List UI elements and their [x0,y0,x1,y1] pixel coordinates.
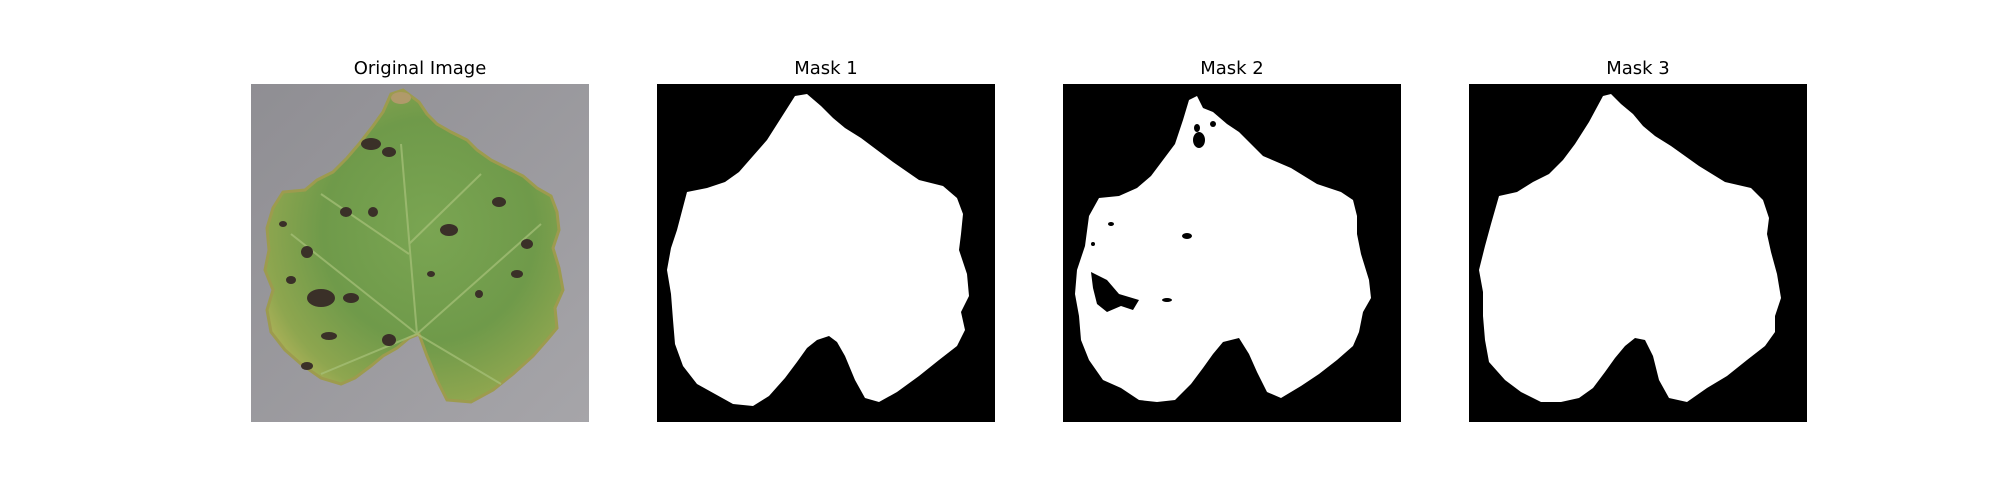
mask-2-image [1063,84,1401,422]
panel-title-mask-2: Mask 2 [1200,58,1264,79]
leaf-spots [279,138,533,370]
mask-3-svg [1469,84,1807,422]
mask-1-svg [657,84,995,422]
panel-title-original: Original Image [353,58,487,79]
leaf-photo [251,84,589,422]
leaf-tip [391,92,411,104]
panel-title-mask-1: Mask 1 [794,58,858,79]
panel-title-mask-3: Mask 3 [1606,58,1670,79]
leaf-body [263,88,565,404]
mask-1-leaf [667,94,969,406]
mask-3-leaf [1479,94,1781,402]
original-image [251,84,589,422]
mask-3-image [1469,84,1807,422]
mask-1-image [657,84,995,422]
mask-2-leaf [1075,96,1371,402]
mask-2-svg [1063,84,1401,422]
mask-2-holes [1091,121,1216,312]
